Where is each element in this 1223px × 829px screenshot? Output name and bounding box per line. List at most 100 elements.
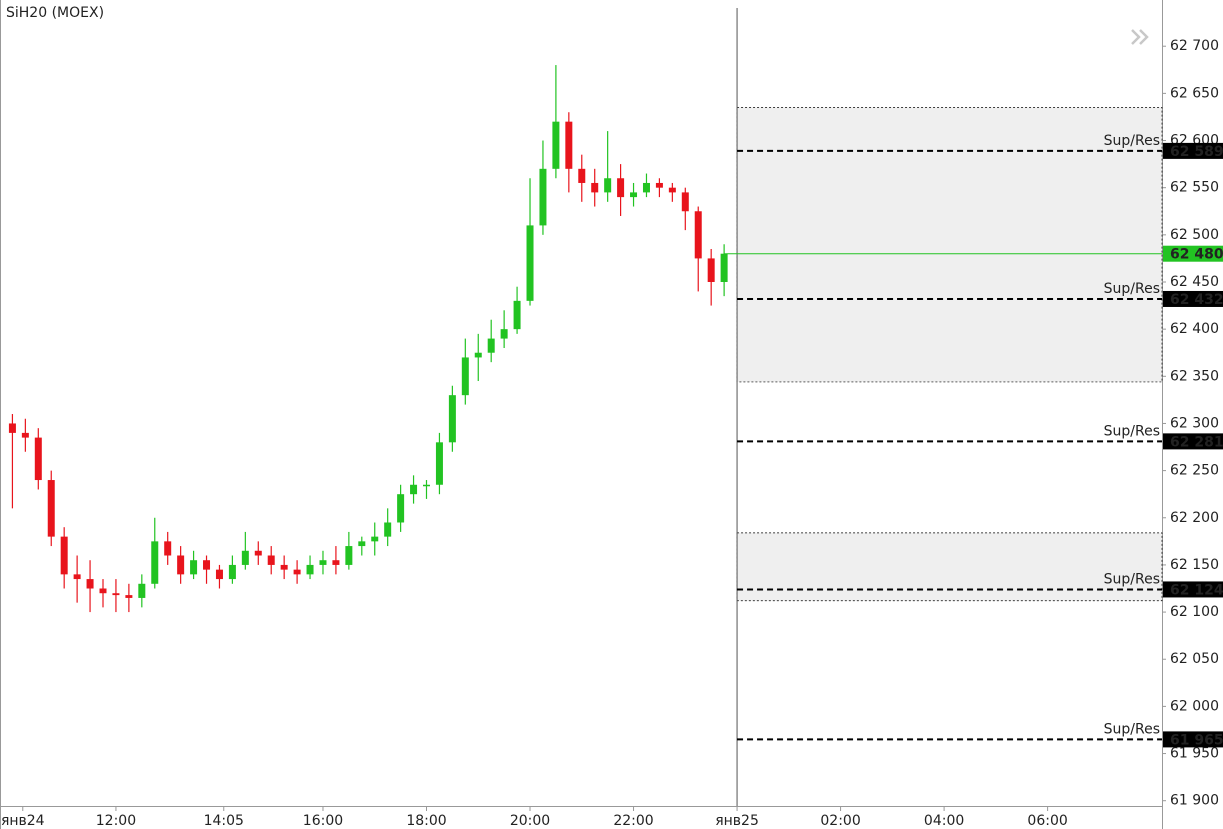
y-tick-label: 62 450 [1170, 274, 1219, 290]
y-tick-label: 62 550 [1170, 180, 1219, 196]
candle-body [539, 168, 547, 226]
candle-body [47, 480, 55, 537]
candle-body [177, 555, 185, 575]
candle-body [578, 168, 586, 183]
candle-body [8, 423, 16, 433]
candle-body [73, 574, 81, 580]
y-tick-label: 62 100 [1170, 604, 1219, 620]
candle-body [384, 522, 392, 537]
level-name: Sup/Res [1104, 133, 1160, 149]
candle-body [21, 432, 29, 438]
candle-body [591, 182, 599, 193]
candle-body [138, 583, 146, 598]
candle-body [215, 569, 223, 580]
candle-body [694, 211, 702, 259]
candle-body [474, 352, 482, 358]
candle-body [203, 560, 211, 570]
x-tick-label: 12:00 [96, 813, 136, 829]
candle-body [112, 593, 120, 596]
level-name: Sup/Res [1104, 423, 1160, 439]
candle-body [190, 560, 198, 575]
candle-body [306, 564, 314, 575]
candle-body [461, 357, 469, 396]
level-tag [1163, 142, 1223, 159]
x-tick-label: 22:00 [613, 813, 653, 829]
candle-body [552, 121, 560, 169]
level-tag-label: 62 124 [1170, 582, 1223, 598]
x-tick-label: 16:00 [303, 813, 343, 829]
candle-body [293, 569, 301, 575]
candle-body [565, 121, 573, 169]
candle-body [448, 395, 456, 443]
zone [736, 107, 1163, 383]
candle-body [358, 541, 366, 547]
y-tick-label: 62 000 [1170, 698, 1219, 714]
candle-body [228, 564, 236, 580]
candle-body [254, 550, 262, 556]
x-tick-label: янв24 [1, 813, 45, 829]
candle-body [371, 536, 379, 542]
y-tick-label: 61 900 [1170, 793, 1219, 809]
y-tick-label: 62 700 [1170, 38, 1219, 54]
level-name: Sup/Res [1104, 281, 1160, 297]
y-tick-label: 62 250 [1170, 463, 1219, 479]
level-tag-label: 62 281 [1170, 434, 1223, 450]
candle-body [99, 588, 107, 594]
x-tick-label: янв25 [715, 813, 759, 829]
x-tick-label: 04:00 [924, 813, 964, 829]
last-price-tag [1163, 245, 1223, 262]
level-tag [1163, 433, 1223, 450]
candle-body [410, 484, 418, 495]
plot: 61 900 61 950 62 000 62 050 62 100 62 150 62 2… [1, 8, 1219, 829]
candle-body [630, 192, 638, 198]
candle-body [267, 555, 275, 565]
y-tick-label: 62 050 [1170, 651, 1219, 667]
candle-body [319, 560, 327, 565]
candle-body [617, 178, 625, 198]
candle-body [513, 300, 521, 330]
x-tick-label: 06:00 [1027, 813, 1067, 829]
level-tag-label: 62 432 [1170, 292, 1223, 308]
y-tick-label: 62 650 [1170, 85, 1219, 101]
candle-body [60, 536, 68, 575]
candle-body [397, 494, 405, 523]
candle-body [642, 182, 650, 193]
candle-body [604, 178, 612, 193]
y-tick-label: 62 500 [1170, 227, 1219, 243]
chart-title: SiH20 (MOEX) [6, 5, 104, 21]
collapse-button[interactable] [1131, 29, 1149, 45]
candle-body [125, 595, 133, 598]
candle-body [487, 338, 495, 353]
candle-body [668, 187, 676, 193]
candle-body [164, 541, 172, 556]
level-name: Sup/Res [1104, 721, 1160, 737]
y-tick-label: 61 950 [1170, 746, 1219, 762]
candle-body [435, 442, 443, 485]
candle-body [241, 550, 249, 565]
level-tag [1163, 581, 1223, 598]
y-tick-label: 62 200 [1170, 510, 1219, 526]
candle-body [707, 258, 715, 282]
x-tick-label: 18:00 [406, 813, 446, 829]
candle-body [151, 541, 159, 584]
last-price-tag-label: 62 480 [1170, 247, 1223, 263]
level-tag-label: 62 589 [1170, 144, 1223, 160]
y-tick-label: 62 300 [1170, 415, 1219, 431]
candle-body [422, 484, 430, 487]
level-tag [1163, 290, 1223, 307]
level-tag [1163, 731, 1223, 748]
candle-body [86, 579, 94, 589]
x-tick-label: 20:00 [510, 813, 550, 829]
level-tag-label: 61 965 [1170, 732, 1223, 748]
y-tick-label: 62 350 [1170, 368, 1219, 384]
candle-body [500, 329, 508, 339]
y-tick-label: 62 400 [1170, 321, 1219, 337]
candle-body [34, 437, 42, 481]
candle-body [345, 546, 353, 565]
candle-body [526, 225, 534, 301]
x-tick-label: 14:05 [204, 813, 244, 829]
candle-body [332, 560, 340, 565]
level-name: Sup/Res [1104, 571, 1160, 587]
